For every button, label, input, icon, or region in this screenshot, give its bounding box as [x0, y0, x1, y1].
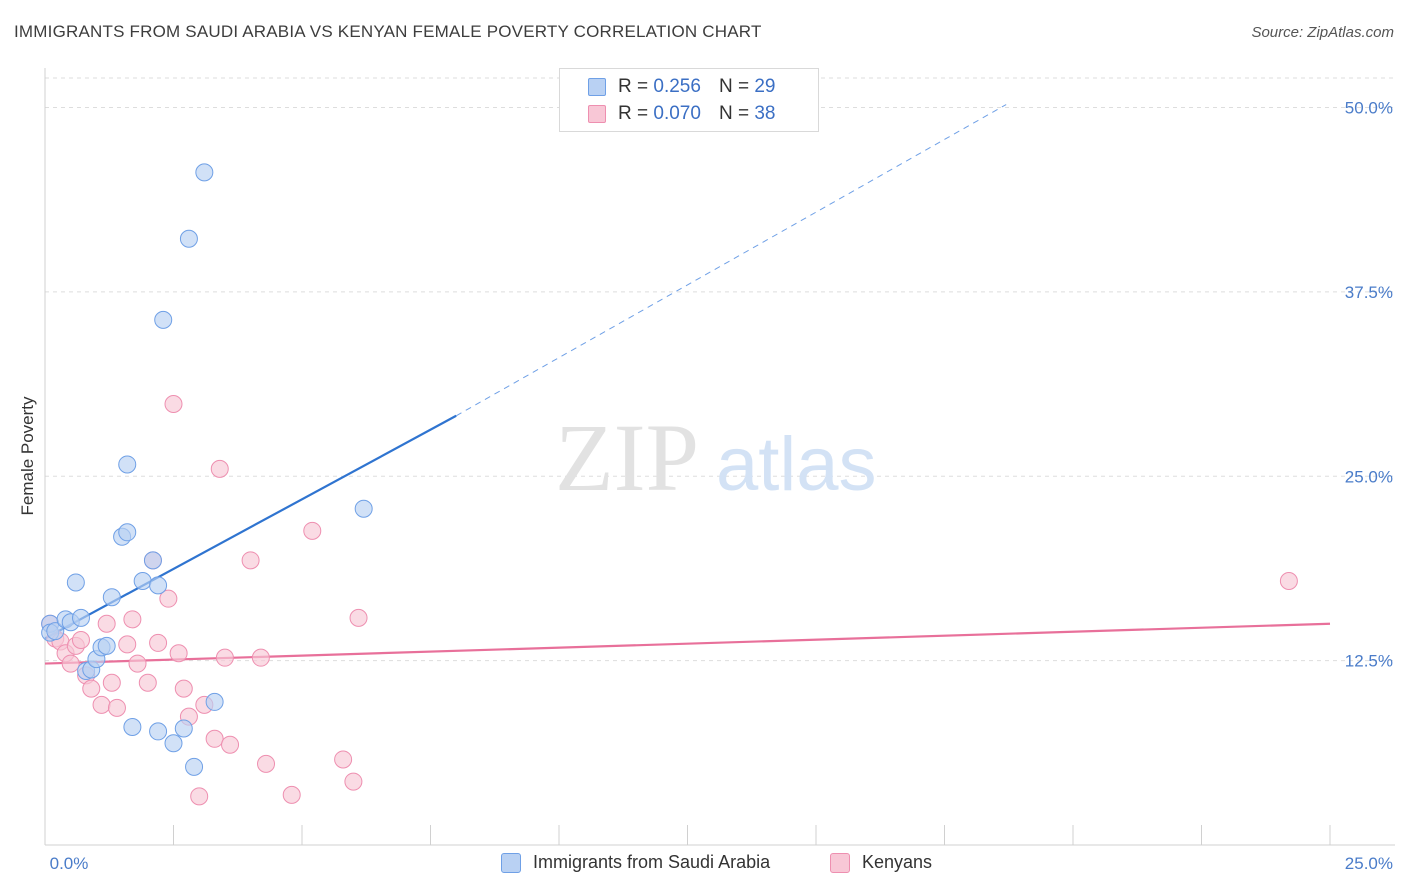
point-saudi	[133, 571, 152, 590]
point-kenyans	[107, 698, 126, 717]
trend-layer	[44, 104, 1331, 665]
source-label: Source: ZipAtlas.com	[1251, 24, 1394, 41]
point-saudi	[123, 718, 142, 736]
point-kenyans	[1279, 571, 1298, 590]
point-kenyans	[215, 648, 234, 667]
point-kenyans	[349, 608, 368, 627]
grid-layer	[45, 77, 1395, 662]
chart-title: IMMIGRANTS FROM SAUDI ARABIA VS KENYAN F…	[14, 22, 762, 41]
legend-row-kenyans: R = 0.070 N = 38	[588, 102, 775, 126]
y-tick-label: 50.0%	[1345, 99, 1393, 118]
point-kenyans	[303, 521, 322, 540]
point-kenyans	[102, 673, 121, 692]
legend-swatch-saudi	[588, 78, 606, 96]
point-kenyans	[210, 459, 229, 478]
point-saudi	[71, 608, 90, 627]
point-saudi	[118, 455, 137, 474]
y-axis-label: Female Poverty	[18, 396, 37, 516]
point-kenyans	[61, 654, 80, 673]
bottom-legend-swatch-kenyans	[830, 852, 850, 873]
point-kenyans	[241, 551, 260, 570]
point-kenyans	[92, 695, 111, 714]
point-kenyans	[205, 729, 224, 748]
legend-n-label: N =	[718, 103, 750, 124]
point-kenyans	[282, 785, 301, 804]
axis-layer: 12.5% 25.0% 37.5% 50.0% 0.0% 25.0%	[44, 68, 1395, 873]
point-saudi	[66, 573, 85, 592]
x-tick-label: 0.0%	[50, 854, 89, 873]
legend-n-value-kenyans: 38	[754, 103, 776, 124]
y-tick-label: 25.0%	[1345, 467, 1393, 486]
bottom-legend-label-saudi: Immigrants from Saudi Arabia	[533, 852, 771, 872]
point-saudi	[179, 229, 198, 248]
trend-line-saudi	[44, 414, 457, 640]
point-saudi	[154, 310, 173, 329]
point-kenyans	[82, 679, 101, 698]
point-saudi	[97, 636, 116, 655]
point-saudi	[149, 722, 168, 741]
point-kenyans	[169, 644, 188, 663]
point-saudi	[185, 757, 204, 776]
legend-row-saudi: R = 0.256 N = 29	[588, 75, 775, 99]
y-tick-label: 37.5%	[1345, 283, 1393, 302]
point-saudi	[46, 622, 65, 641]
point-kenyans	[71, 630, 90, 649]
point-kenyans	[251, 648, 270, 667]
legend-r-label: R =	[618, 103, 649, 124]
legend-n-label: N =	[718, 76, 750, 97]
trend-line-saudi-extension	[455, 104, 1007, 417]
point-kenyans	[164, 394, 183, 413]
bottom-legend-saudi: Immigrants from Saudi Arabia	[501, 852, 770, 873]
point-kenyans	[128, 654, 147, 673]
legend-r-label: R =	[618, 76, 649, 97]
points-layer	[41, 163, 1298, 806]
point-saudi	[195, 163, 214, 182]
point-saudi	[149, 576, 168, 595]
point-kenyans	[174, 679, 193, 698]
point-saudi	[164, 734, 183, 753]
legend-r-value-kenyans: 0.070	[653, 103, 701, 124]
legend: R = 0.256 N = 29 R = 0.070 N = 38	[559, 68, 819, 132]
bottom-legend-kenyans: Kenyans	[830, 852, 932, 873]
point-saudi	[143, 551, 162, 570]
legend-swatch-kenyans	[588, 105, 606, 123]
point-saudi	[205, 692, 224, 711]
point-kenyans	[334, 750, 353, 769]
watermark: ZIP atlas	[555, 404, 877, 511]
legend-n-value-saudi: 29	[754, 76, 776, 97]
point-kenyans	[221, 735, 240, 754]
bottom-legend-label-kenyans: Kenyans	[862, 852, 933, 872]
x-tick-label: 25.0%	[1345, 854, 1393, 873]
legend-r-value-saudi: 0.256	[653, 76, 701, 97]
point-kenyans	[138, 673, 157, 692]
point-kenyans	[97, 614, 116, 633]
point-kenyans	[123, 610, 142, 629]
point-kenyans	[257, 754, 276, 773]
y-tick-label: 12.5%	[1345, 652, 1393, 671]
trend-line-kenyans	[44, 622, 1331, 665]
point-kenyans	[344, 772, 363, 791]
point-saudi	[354, 499, 373, 518]
point-kenyans	[190, 787, 209, 806]
watermark-atlas: atlas	[716, 422, 877, 507]
bottom-legend-swatch-saudi	[501, 852, 521, 873]
point-kenyans	[118, 635, 137, 654]
point-kenyans	[149, 633, 168, 652]
watermark-zip: ZIP	[555, 404, 699, 511]
point-kenyans	[159, 589, 178, 608]
point-saudi	[118, 523, 137, 542]
point-saudi	[174, 719, 193, 738]
point-saudi	[102, 588, 121, 607]
